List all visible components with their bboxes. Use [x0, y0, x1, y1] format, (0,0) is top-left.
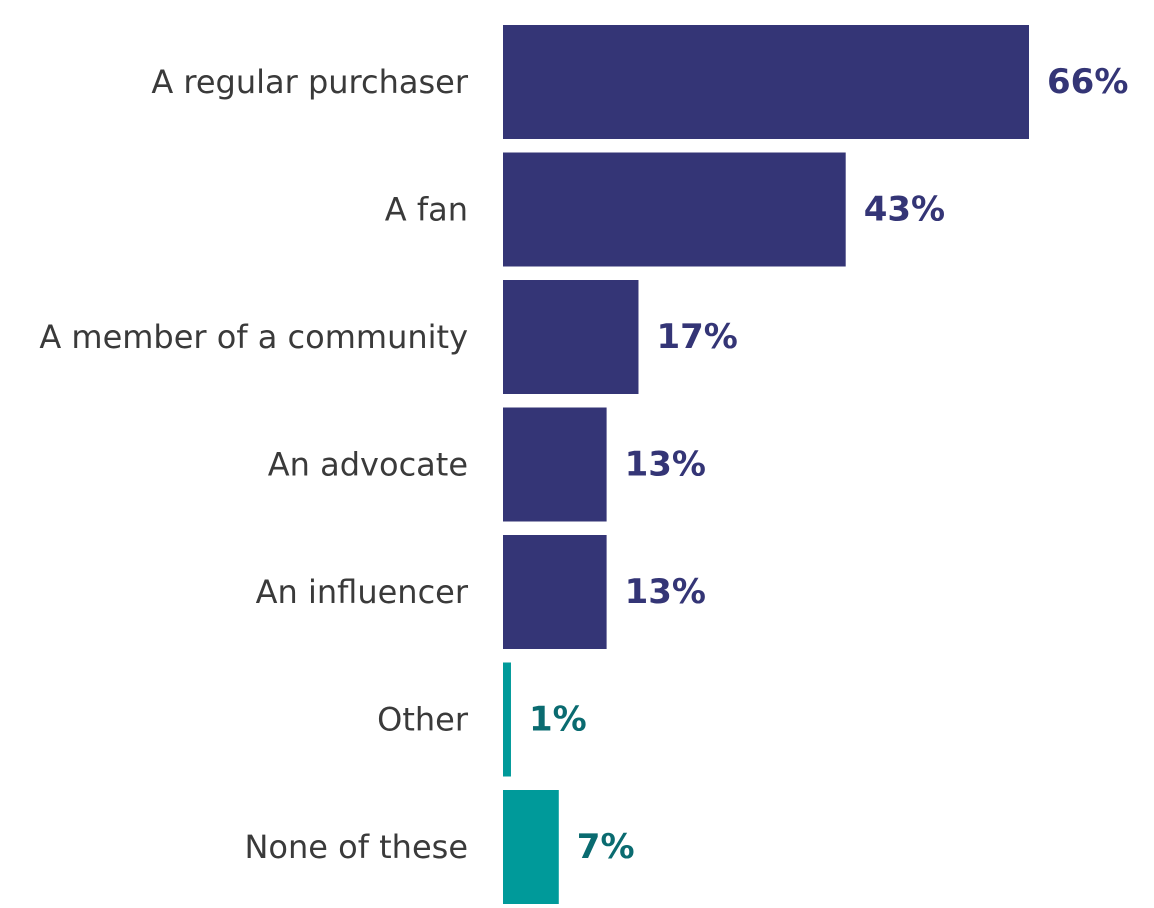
category-label: Other	[377, 701, 469, 739]
bar	[503, 407, 607, 522]
value-label: 1%	[529, 700, 587, 740]
value-label: 13%	[625, 572, 706, 612]
value-label: 43%	[864, 190, 945, 230]
category-label: A regular purchaser	[151, 63, 469, 101]
bar	[503, 790, 559, 904]
category-labels-group: A regular purchaser A fan A member of a co…	[39, 63, 469, 866]
bars-group	[503, 25, 1029, 904]
value-label: 66%	[1047, 62, 1128, 102]
bar	[503, 535, 607, 649]
bar	[503, 25, 1029, 139]
category-label: A member of a community	[39, 318, 468, 356]
value-label: 13%	[625, 445, 706, 485]
value-labels-group: 66% 43% 17% 13% 13% 1% 7%	[529, 62, 1128, 867]
bar	[503, 280, 639, 394]
value-label: 17%	[656, 317, 737, 357]
category-label: None of these	[244, 828, 468, 866]
category-label: A fan	[385, 191, 468, 229]
value-label: 7%	[577, 827, 635, 867]
category-label: An influencer	[256, 573, 469, 611]
bar	[503, 662, 511, 777]
bar	[503, 152, 846, 267]
category-label: An advocate	[268, 446, 468, 484]
